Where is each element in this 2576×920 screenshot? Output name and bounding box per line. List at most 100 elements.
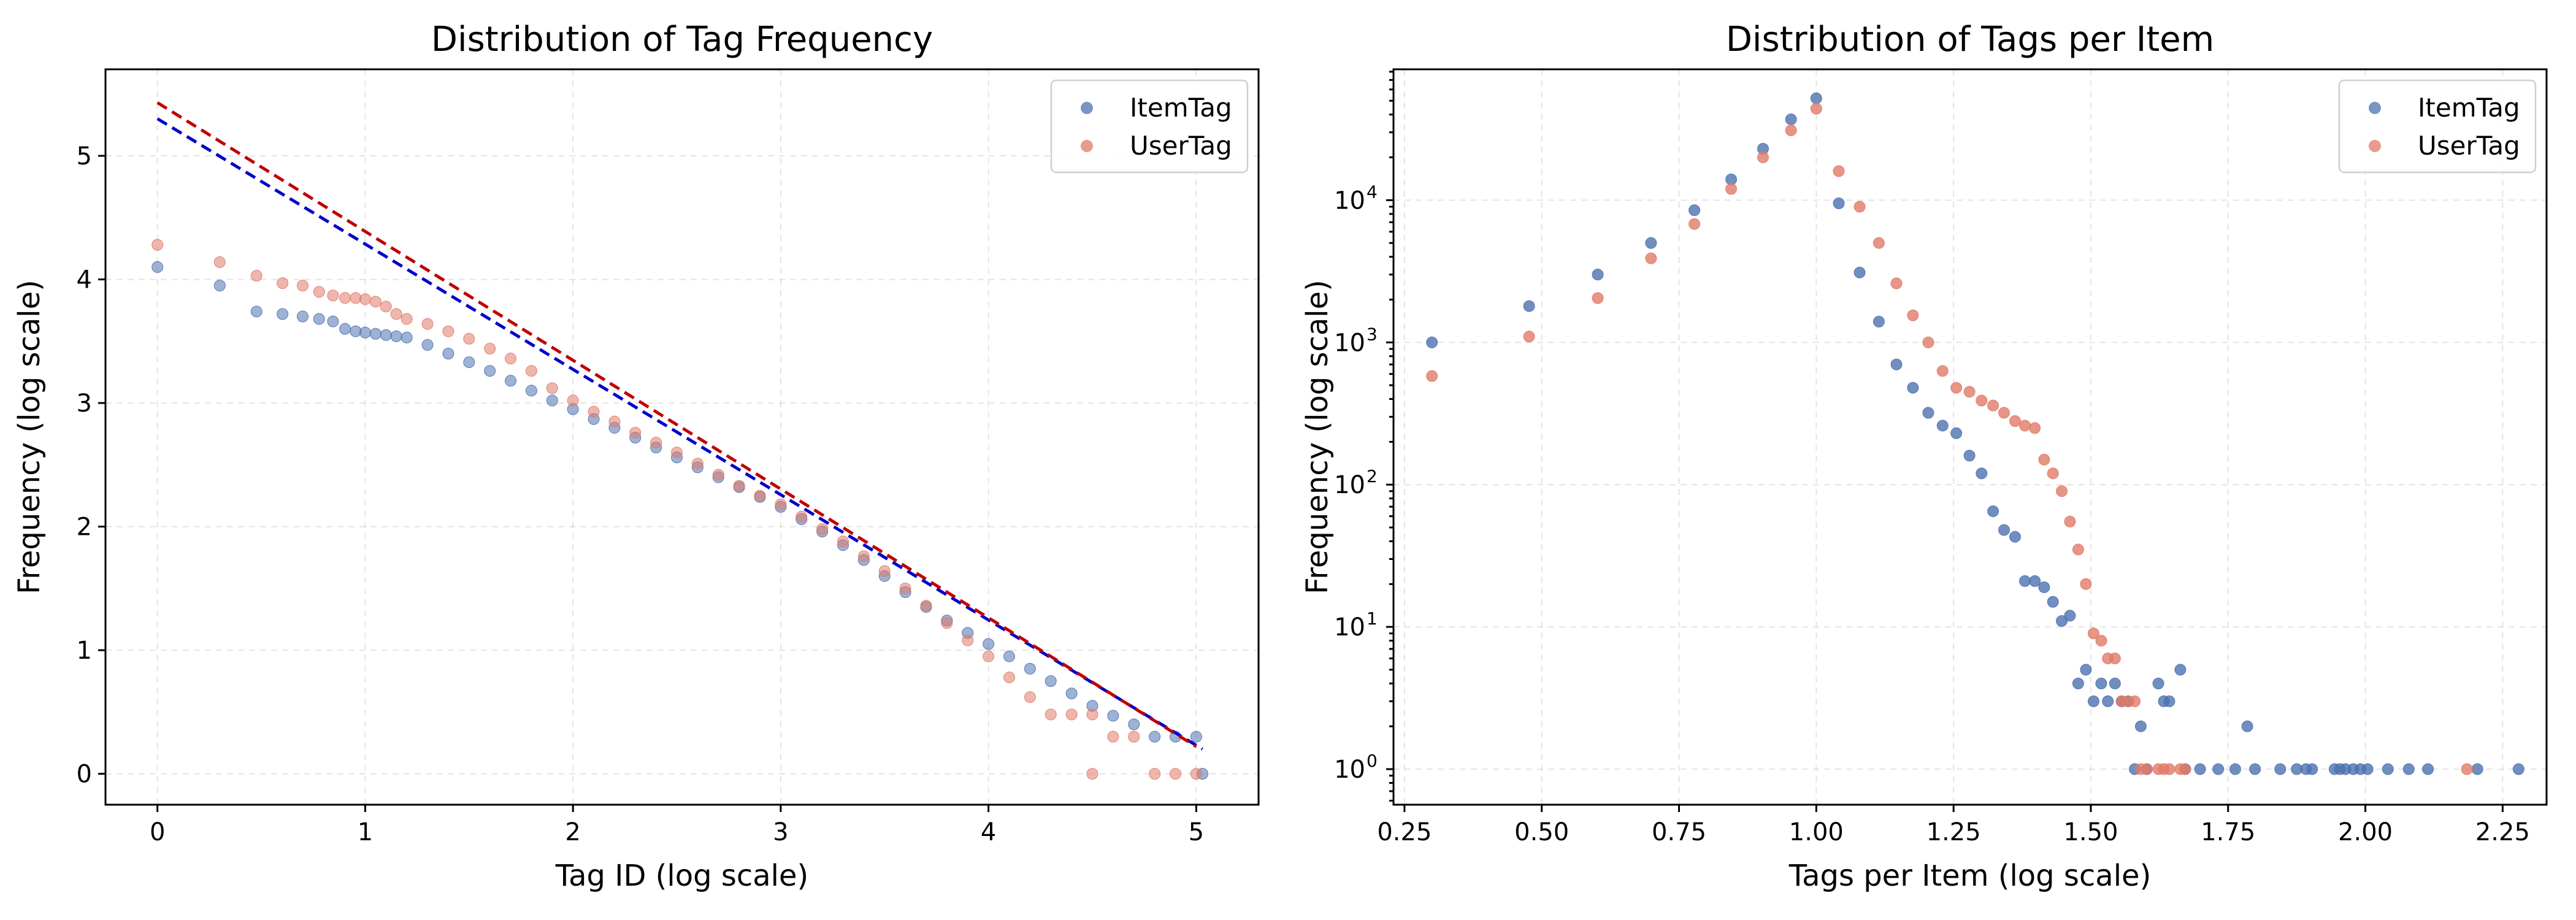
- data-point: [401, 313, 413, 325]
- data-point: [1190, 730, 1202, 743]
- x-axis-label: Tags per Item (log scale): [1788, 859, 2152, 893]
- data-point: [2029, 422, 2041, 434]
- data-point: [2009, 415, 2021, 427]
- legend-label: ItemTag: [1130, 93, 1232, 123]
- data-point: [1128, 730, 1140, 743]
- y-tick-exponent: 2: [1367, 466, 1378, 486]
- data-point: [1785, 113, 1797, 126]
- data-point: [313, 286, 325, 298]
- data-point: [296, 310, 309, 323]
- data-point: [2163, 763, 2175, 775]
- data-point: [1907, 309, 1919, 321]
- data-point: [327, 315, 339, 328]
- legend-label: ItemTag: [2418, 93, 2520, 123]
- data-point: [1689, 218, 1701, 230]
- data-point: [463, 356, 475, 369]
- data-point: [546, 382, 558, 394]
- chart-title: Distribution of Tags per Item: [1726, 20, 2214, 59]
- data-point: [369, 328, 381, 340]
- data-point: [1810, 102, 1822, 115]
- data-point: [1950, 427, 1963, 439]
- plot-frame: [1392, 68, 2548, 806]
- data-point: [359, 293, 371, 305]
- data-point: [567, 394, 579, 407]
- data-point: [546, 394, 558, 407]
- data-point: [1024, 662, 1036, 675]
- y-tick-label: 0: [77, 761, 92, 789]
- data-point: [1128, 718, 1140, 730]
- data-point: [962, 634, 974, 646]
- y-tick-label: 10: [1334, 471, 1365, 499]
- y-tick-label: 5: [77, 142, 92, 171]
- data-point: [1950, 381, 1963, 394]
- data-point: [151, 239, 164, 251]
- data-point: [2038, 581, 2050, 593]
- data-point: [1976, 467, 1988, 480]
- data-point: [327, 289, 339, 302]
- data-point: [1987, 399, 1999, 412]
- data-point: [1086, 708, 1098, 721]
- x-tick-label: 1.50: [2063, 818, 2118, 846]
- data-point: [2019, 420, 2031, 432]
- data-point: [1523, 331, 1535, 343]
- series-itemtag-fit: [156, 117, 1203, 751]
- data-point: [525, 365, 537, 377]
- legend-marker: [2369, 140, 2381, 152]
- data-point: [983, 638, 995, 650]
- data-point: [1757, 151, 1769, 164]
- data-point: [1907, 381, 1919, 394]
- data-point: [2212, 763, 2225, 775]
- data-point: [1645, 237, 1657, 249]
- data-point: [463, 332, 475, 345]
- data-point: [1024, 691, 1036, 703]
- data-point: [1976, 394, 1988, 407]
- data-point: [339, 292, 351, 304]
- data-point: [899, 582, 911, 594]
- data-point: [1963, 386, 1976, 398]
- data-point: [2072, 677, 2084, 689]
- y-axis-label: Frequency (log scale): [1300, 280, 1335, 594]
- data-point: [1873, 237, 1885, 249]
- legend-box: [2338, 79, 2537, 174]
- data-point: [2056, 485, 2068, 497]
- data-point: [1725, 183, 1738, 195]
- legend-marker: [1081, 140, 1093, 152]
- data-point: [2109, 677, 2121, 689]
- data-point: [2047, 467, 2059, 480]
- fit-line: [156, 117, 1203, 751]
- legend-box: [1050, 79, 1249, 174]
- data-point: [1003, 650, 1016, 662]
- data-point: [837, 535, 849, 548]
- data-point: [1890, 277, 1903, 289]
- data-point: [390, 330, 402, 342]
- y-tick-label: 10: [1334, 186, 1365, 215]
- data-point: [2471, 763, 2483, 775]
- data-point: [1998, 524, 2011, 536]
- series-usertag: [1426, 102, 2473, 775]
- data-point: [2134, 720, 2147, 732]
- y-tick-label: 1: [77, 637, 92, 665]
- data-point: [1107, 710, 1119, 722]
- data-point: [484, 365, 496, 377]
- data-point: [525, 385, 537, 397]
- data-point: [1936, 365, 1949, 377]
- data-point: [2274, 763, 2287, 775]
- data-point: [1003, 671, 1016, 683]
- data-point: [1426, 370, 1438, 382]
- data-point: [650, 437, 662, 449]
- y-tick-exponent: 4: [1367, 182, 1378, 202]
- data-point: [2163, 695, 2175, 707]
- data-point: [250, 270, 263, 282]
- data-point: [505, 353, 517, 365]
- y-tick-exponent: 0: [1367, 751, 1378, 771]
- data-point: [1936, 420, 1949, 432]
- legend-marker: [1081, 102, 1093, 114]
- x-tick-label: 1.75: [2201, 818, 2255, 846]
- data-point: [380, 301, 392, 313]
- y-tick-label: 10: [1334, 756, 1365, 784]
- data-point: [920, 600, 932, 612]
- data-point: [1592, 292, 1604, 304]
- data-point: [857, 550, 870, 562]
- y-tick-label: 2: [77, 513, 92, 542]
- x-tick-label: 5: [1189, 818, 1204, 846]
